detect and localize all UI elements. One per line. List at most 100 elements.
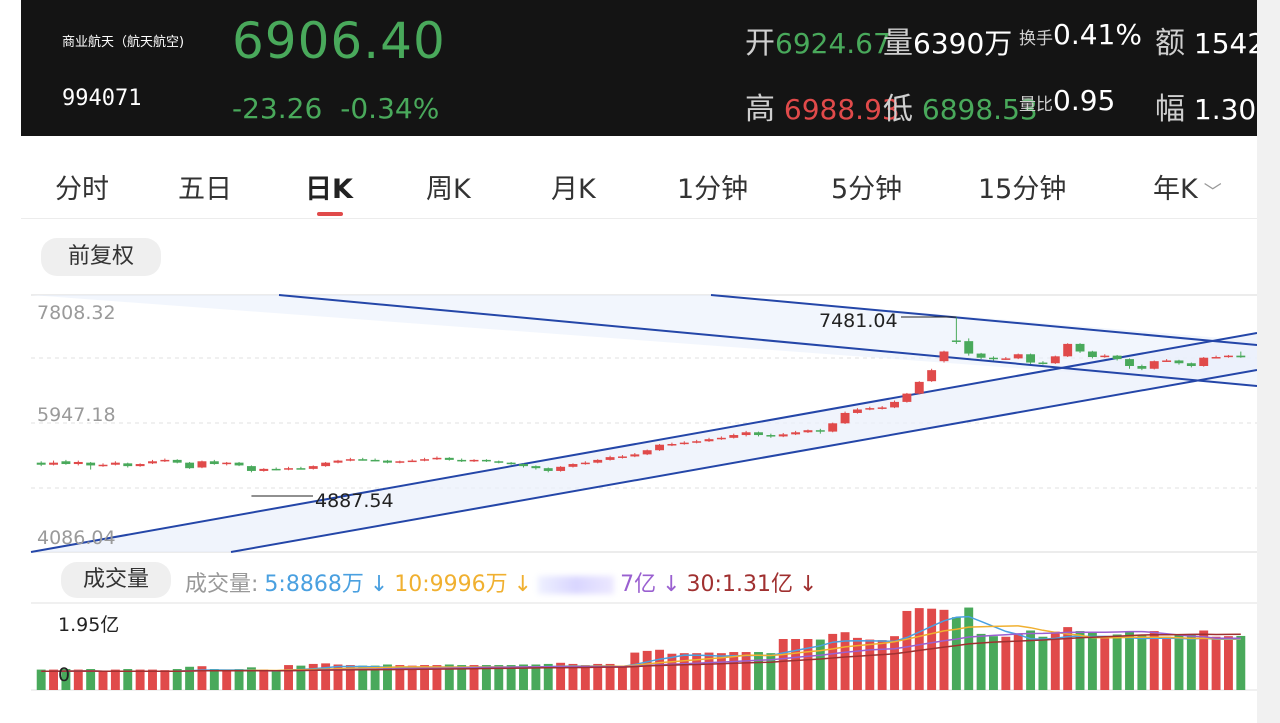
- candle-body: [976, 353, 986, 358]
- candle-body: [803, 430, 813, 433]
- amount-value: 1542: [1193, 27, 1257, 60]
- vol-ma20: 7亿 ↓: [538, 572, 681, 597]
- candle-body: [234, 462, 244, 466]
- tab-intraday[interactable]: 分时: [55, 174, 109, 205]
- volume-bar: [148, 669, 157, 690]
- volume-bar: [172, 669, 182, 690]
- volume-bar: [1063, 627, 1073, 690]
- volume-bar: [1137, 635, 1147, 690]
- candle-body: [457, 459, 467, 462]
- price-change: -23.26 -0.34%: [232, 92, 457, 125]
- candle-body: [902, 393, 912, 402]
- low-annotation: 4887.54: [315, 490, 394, 512]
- y-axis-bottom: 4086.04: [37, 527, 116, 549]
- candle-body: [185, 462, 195, 469]
- candle-body: [692, 441, 702, 443]
- volume-bar: [506, 665, 516, 690]
- turnover-value: 0.41%: [1053, 18, 1142, 51]
- volume-bar: [754, 652, 763, 690]
- volume-bar: [865, 639, 875, 690]
- tab-five-day[interactable]: 五日: [178, 174, 232, 205]
- candle-body: [123, 463, 133, 467]
- stat-low: 低 6898.53: [883, 84, 1038, 128]
- high-value: 6988.93: [783, 93, 900, 126]
- volume-bar: [877, 640, 887, 690]
- volume-bar: [494, 665, 504, 690]
- volume-bar: [160, 670, 170, 690]
- tab-5min[interactable]: 5分钟: [831, 174, 903, 205]
- amp-label: 幅: [1155, 92, 1185, 127]
- candle-body: [407, 460, 417, 463]
- candle-body: [383, 460, 392, 463]
- tab-yearly-k[interactable]: 年K ﹀: [1153, 167, 1222, 206]
- last-price: 6906.40: [232, 12, 446, 70]
- volume-bar: [481, 665, 491, 690]
- tab-15min[interactable]: 15分钟: [978, 174, 1067, 205]
- candle-body: [605, 457, 615, 460]
- candle-body: [444, 457, 454, 460]
- volume-bar: [110, 669, 120, 690]
- candle-body: [927, 370, 937, 382]
- candle-body: [741, 432, 751, 436]
- candle-body: [494, 461, 504, 463]
- volume-bar: [308, 663, 318, 690]
- volume-bar: [828, 633, 838, 690]
- volume-ma30-line: [41, 633, 1241, 672]
- tab-monthly-k[interactable]: 月K: [551, 174, 596, 205]
- volume-bar: [36, 669, 46, 690]
- volume-bar: [1174, 635, 1184, 690]
- amount-label: 额: [1155, 26, 1185, 61]
- candle-body: [135, 464, 145, 467]
- scrollbar-track[interactable]: [1257, 0, 1280, 723]
- vol-ma10-value: 10:9996万: [394, 572, 508, 597]
- adjust-button[interactable]: 前复权: [41, 238, 161, 276]
- candle-body: [370, 459, 380, 462]
- volume-bar: [1186, 635, 1196, 690]
- volume-bar: [444, 664, 454, 690]
- candle-body: [1125, 359, 1134, 366]
- tab-1min[interactable]: 1分钟: [677, 174, 749, 205]
- volume-bar: [964, 607, 974, 690]
- open-value: 6924.67: [775, 27, 891, 60]
- candle-body: [1087, 351, 1097, 358]
- tab-daily-k[interactable]: 日K: [305, 174, 353, 205]
- volume-bar: [370, 665, 380, 690]
- candle-body: [939, 351, 949, 362]
- candle-body: [1223, 355, 1233, 358]
- candle-body: [1100, 355, 1110, 358]
- vol-ratio-label: 量比: [1019, 95, 1053, 115]
- candle-body: [222, 462, 232, 465]
- volume-bar: [246, 667, 256, 690]
- low-label: 低: [883, 92, 913, 127]
- stat-amount: 额 1542: [1155, 18, 1257, 62]
- volume-bar: [543, 663, 553, 690]
- volume-bar: [976, 633, 986, 690]
- tab-weekly-k[interactable]: 周K: [426, 174, 471, 205]
- volume-bar: [914, 608, 924, 690]
- candle-body: [246, 466, 256, 471]
- volume-bar: [704, 652, 714, 690]
- volume-bar: [420, 665, 430, 690]
- tab-yearly-k-label: 年K: [1153, 174, 1198, 205]
- volume-bar: [333, 664, 343, 690]
- candle-body: [209, 461, 219, 465]
- volume-bar: [1149, 631, 1159, 690]
- candle-body: [704, 439, 714, 442]
- volume-bar: [395, 665, 405, 690]
- left-margin: [0, 0, 21, 723]
- volume-button[interactable]: 成交量: [61, 562, 171, 598]
- volume-bar: [1087, 632, 1097, 690]
- candle-body: [729, 435, 739, 438]
- kline-chart[interactable]: [21, 0, 1257, 723]
- candle-body: [679, 442, 689, 445]
- stat-turnover: 换手0.41%: [1019, 18, 1142, 51]
- volume-bar: [1125, 631, 1134, 690]
- volume-bar: [1100, 636, 1110, 690]
- volume-bar: [321, 663, 331, 690]
- volume-bar: [86, 669, 96, 690]
- stat-open: 开6924.67: [745, 18, 891, 62]
- volume-bar: [556, 662, 566, 690]
- volume-bar: [1026, 630, 1036, 690]
- stat-amplitude: 幅 1.30%: [1155, 84, 1257, 128]
- volume-bar: [766, 653, 776, 690]
